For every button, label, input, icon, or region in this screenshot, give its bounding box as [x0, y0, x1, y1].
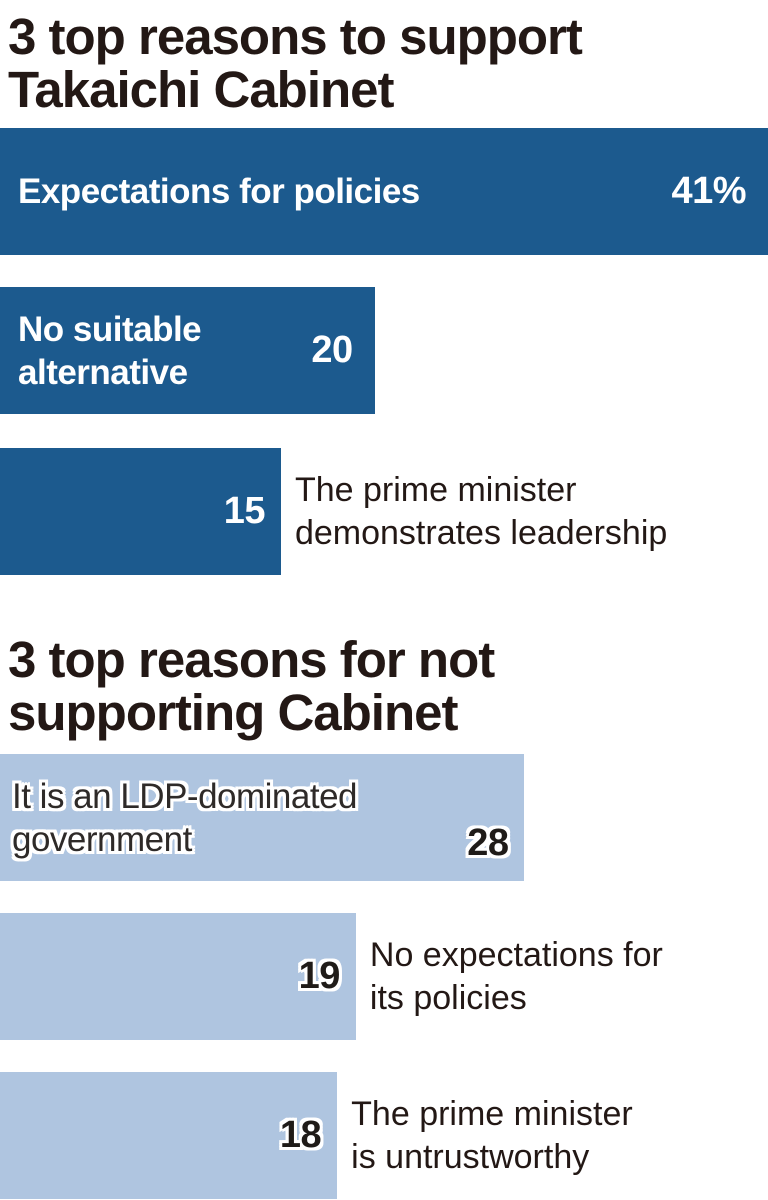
support-bar3-side-line-2: demonstrates leadership	[294, 513, 668, 552]
oppose-bar2-value: 19	[298, 955, 341, 997]
oppose-bar2-side-line-1: No expectations for	[369, 935, 663, 974]
oppose-section: 3 top reasons for not supporting Cabinet	[0, 633, 768, 739]
oppose-bar3-side-line-2: is untrustworthy	[351, 1137, 590, 1176]
oppose-bar2-row: 19 No expectations for its policies	[0, 913, 768, 1040]
support-title-line-1: 3 top reasons to support	[8, 8, 583, 65]
support-bar2-label-line-2: alternative	[18, 352, 188, 392]
oppose-bar3-row: 18 The prime minister is untrustworthy	[0, 1072, 768, 1199]
support-bar2-value: 20	[311, 329, 353, 371]
oppose-title-line-1: 3 top reasons for not	[8, 631, 495, 688]
support-bar1-label: Expectations for policies	[18, 172, 420, 211]
support-bar3-row: 15 The prime minister demonstrates leade…	[0, 448, 768, 575]
support-section-title: 3 top reasons to support Takaichi Cabine…	[0, 0, 768, 116]
support-bar3-side-line-1: The prime minister	[294, 470, 577, 509]
support-bar1-value: 41%	[671, 170, 746, 212]
oppose-bar1-label: It is an LDP-dominated government	[0, 775, 358, 861]
support-bar-no-suitable-alternative: No suitable alternative 20	[0, 287, 375, 414]
oppose-bar3-side-label: The prime minister is untrustworthy	[351, 1093, 633, 1179]
oppose-bar-ldp-dominated-government: It is an LDP-dominated government 28	[0, 754, 525, 881]
support-bar-pm-demonstrates-leadership: 15	[0, 448, 281, 575]
oppose-bar-no-expectations-for-policies: 19	[0, 913, 356, 1040]
support-bar3-side-label: The prime minister demonstrates leadersh…	[295, 469, 667, 555]
support-bar2-label-line-1: No suitable	[18, 309, 202, 349]
support-bar-expectations-for-policies: Expectations for policies 41%	[0, 128, 768, 255]
support-title-line-2: Takaichi Cabinet	[8, 61, 395, 118]
oppose-section-title: 3 top reasons for not supporting Cabinet	[0, 633, 768, 739]
oppose-bar2-side-label: No expectations for its policies	[370, 934, 663, 1020]
support-bar3-value: 15	[223, 490, 266, 532]
oppose-title-line-2: supporting Cabinet	[8, 684, 458, 741]
oppose-bar-pm-untrustworthy: 18	[0, 1072, 338, 1199]
oppose-bar3-value: 18	[279, 1114, 322, 1156]
oppose-bar3-side-line-1: The prime minister	[351, 1094, 633, 1133]
oppose-bar1-label-line-1: It is an LDP-dominated	[12, 776, 358, 816]
oppose-bar1-label-line-2: government	[12, 819, 192, 859]
oppose-bar2-side-line-2: its policies	[369, 978, 527, 1017]
support-bar2-label: No suitable alternative	[18, 308, 202, 394]
oppose-bar1-value: 28	[467, 822, 509, 864]
